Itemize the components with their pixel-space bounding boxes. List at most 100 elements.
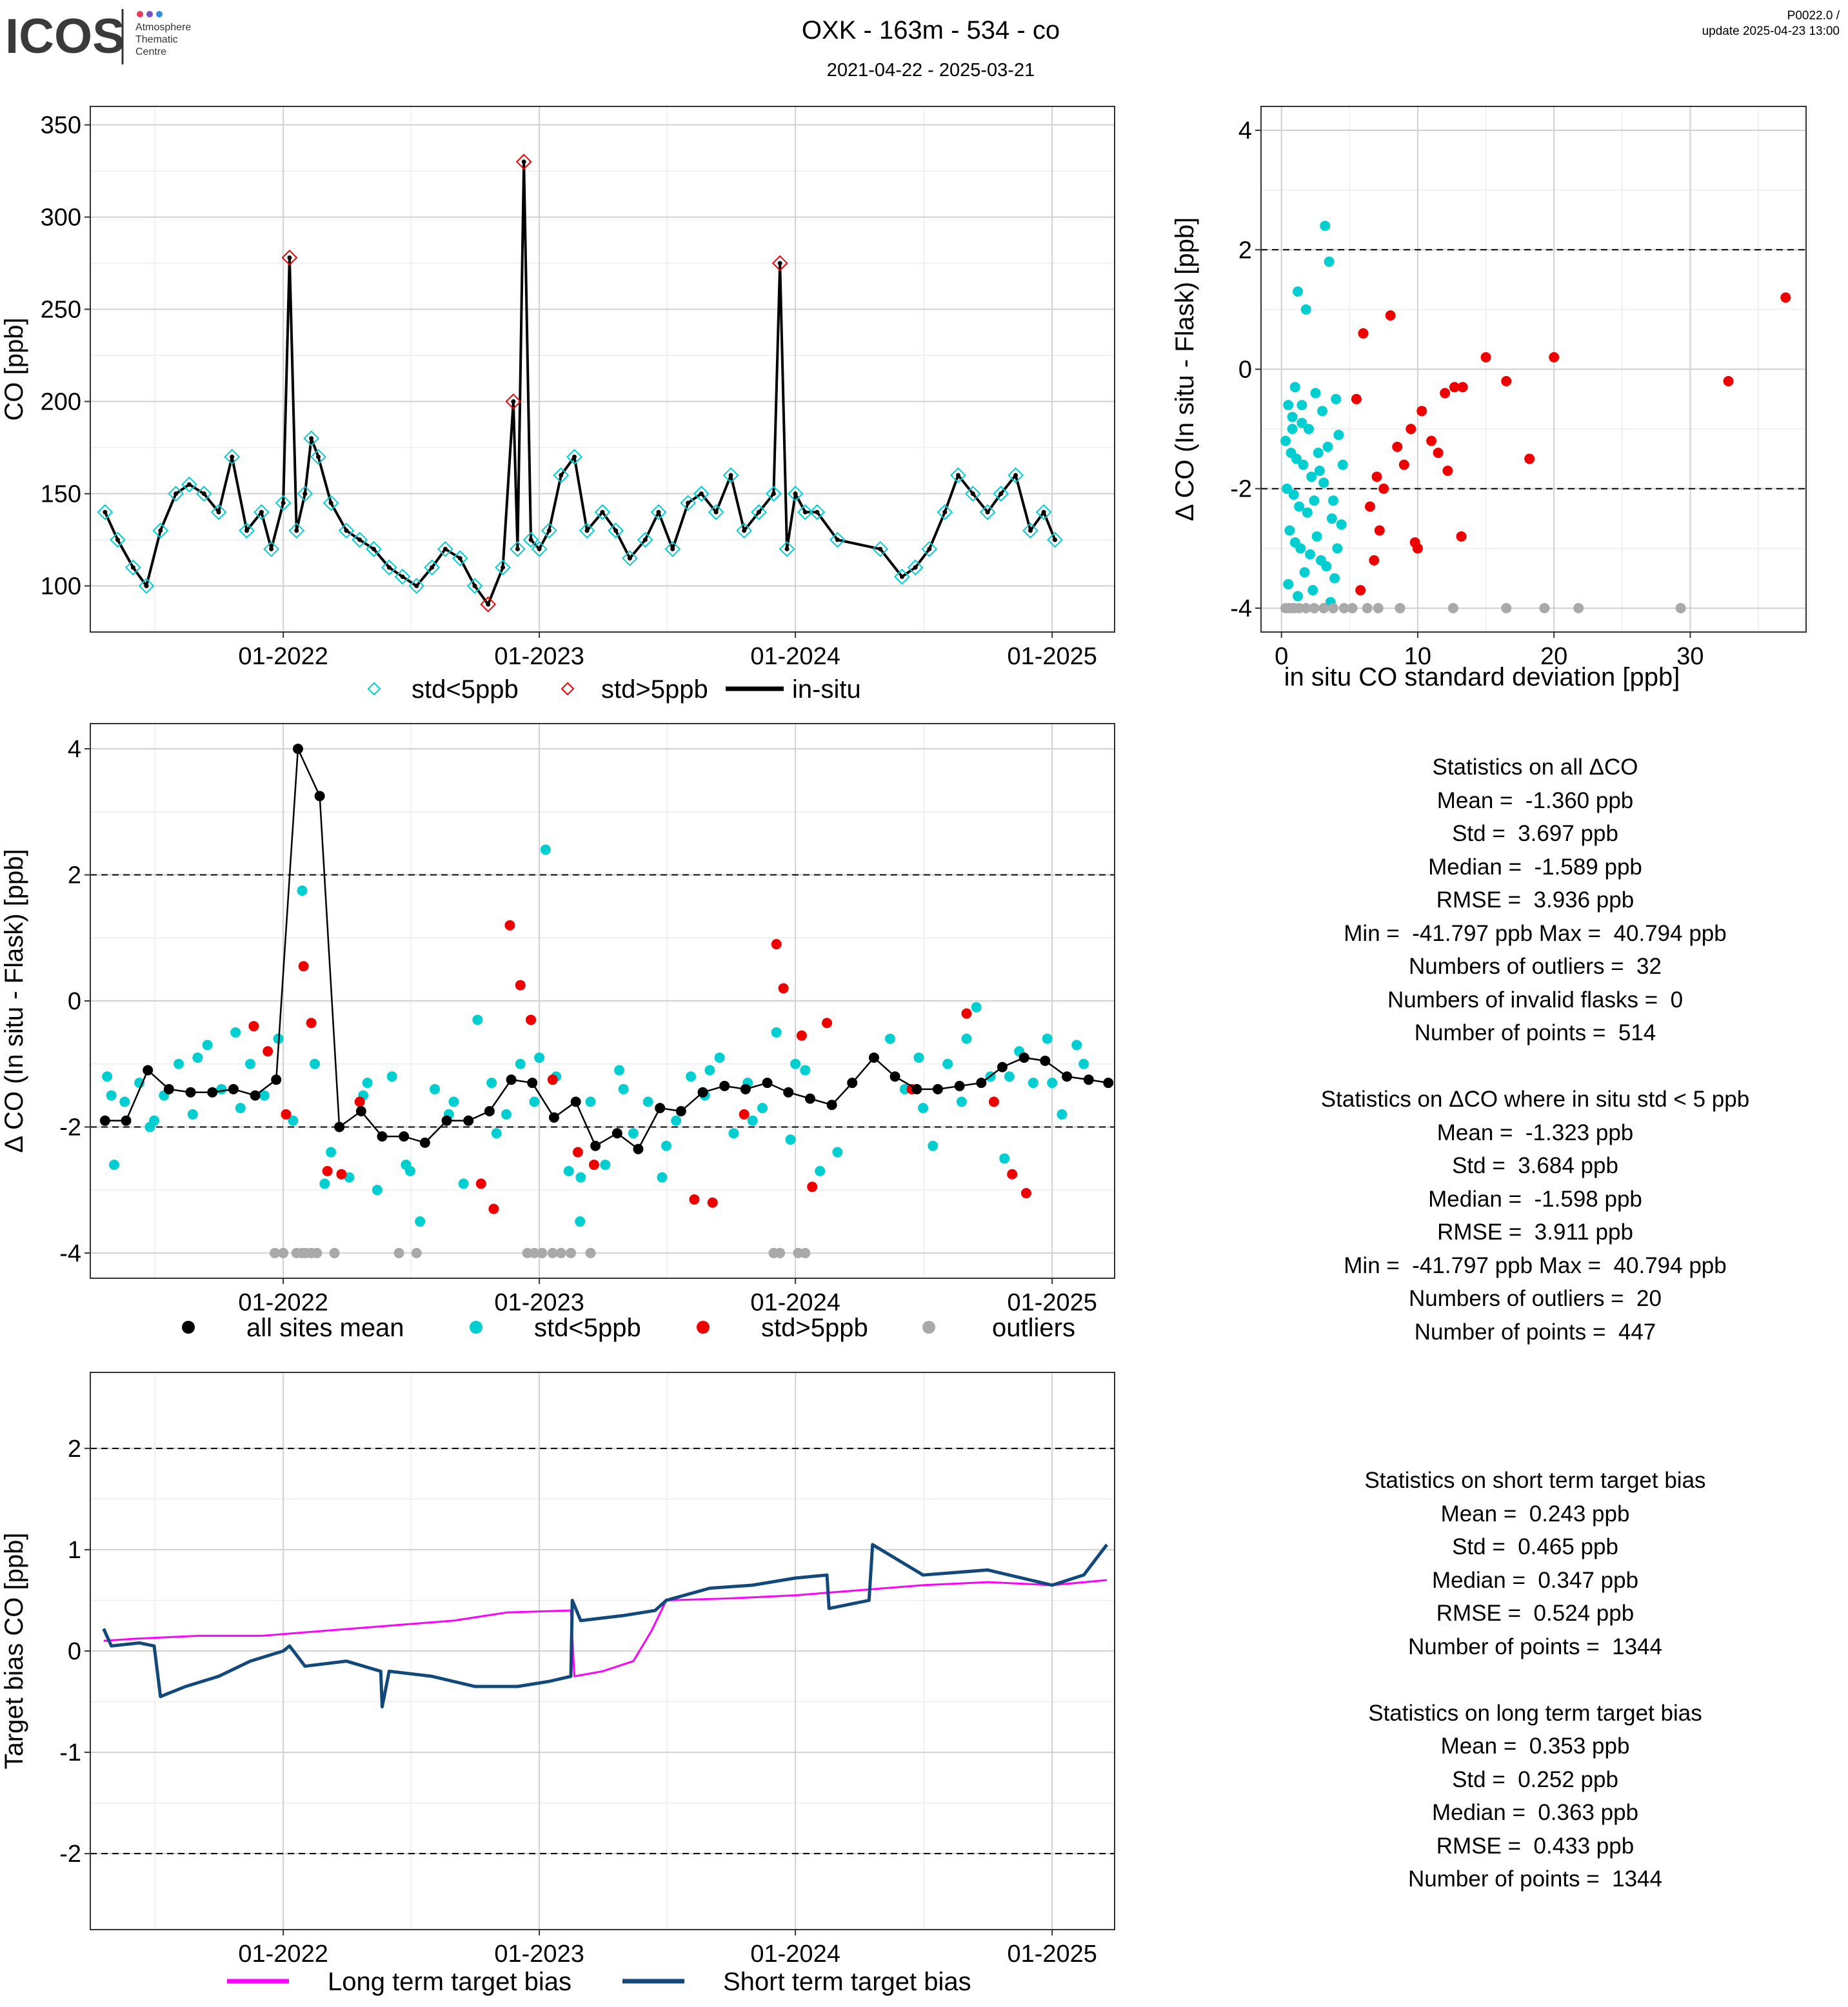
plot-border xyxy=(90,723,1115,1279)
scatter-point xyxy=(1324,256,1335,267)
scatter-point xyxy=(714,1052,725,1063)
stats-line: Mean = -1.360 ppb xyxy=(1436,787,1634,813)
scatter-point xyxy=(822,1018,833,1029)
std-scatter-panel: 0 10 20 30 -4 -2 0 2 4 Δ CO (In situ - Flask) [pp… xyxy=(1171,106,1807,691)
scatter-point xyxy=(1282,483,1293,494)
in-situ-point xyxy=(835,537,840,542)
scatter-point xyxy=(263,1046,273,1057)
stats-line: RMSE = 3.911 ppb xyxy=(1437,1220,1633,1245)
scatter-point xyxy=(1347,602,1358,613)
scatter-point xyxy=(393,1247,404,1258)
legend-key xyxy=(697,1321,710,1334)
scatter-point xyxy=(1416,406,1427,417)
x-tick-label: 01-2022 xyxy=(238,1289,328,1316)
mean-point xyxy=(1103,1078,1114,1089)
legend-label-std-gt5: std>5ppb xyxy=(601,675,708,704)
scatter-point xyxy=(322,1165,333,1176)
scatter-point xyxy=(918,1103,929,1114)
in-situ-point xyxy=(472,584,477,589)
scatter-point xyxy=(657,1172,668,1183)
in-situ-point xyxy=(927,546,932,551)
scatter-point xyxy=(956,1096,967,1107)
scatter-point xyxy=(1371,471,1382,482)
scatter-point xyxy=(1322,441,1333,452)
scatter-point xyxy=(1378,483,1389,494)
scatter-point xyxy=(1327,602,1338,613)
x-tick-label: 01-2022 xyxy=(238,643,328,670)
in-situ-point xyxy=(442,546,448,551)
logo-dot-red xyxy=(137,11,143,17)
y-tick-label: -4 xyxy=(59,1240,81,1267)
scatter-point xyxy=(1409,537,1420,548)
in-situ-point xyxy=(913,565,918,570)
in-situ-point xyxy=(201,491,206,497)
scatter-point xyxy=(771,1027,782,1038)
y-tick-label: 300 xyxy=(41,204,81,232)
x-axis-label: in situ CO standard deviation [ppb] xyxy=(1284,663,1680,691)
mean-point xyxy=(889,1071,900,1082)
y-tick-label: 2 xyxy=(68,1436,81,1463)
scatter-point xyxy=(1447,602,1458,613)
mean-point xyxy=(847,1078,858,1089)
legend-label-std-lt5: std<5ppb xyxy=(412,675,519,704)
scatter-point xyxy=(108,1160,119,1171)
diamond-std-lt5 xyxy=(907,559,924,576)
diamond-std-lt5 xyxy=(751,504,767,520)
scatter-point xyxy=(1337,459,1348,470)
diamond-std-lt5 xyxy=(779,540,795,557)
y-tick-label: 150 xyxy=(41,481,81,508)
diamond-std-lt5 xyxy=(323,495,339,511)
diamond-std-lt5 xyxy=(872,540,889,557)
in-situ-point xyxy=(757,509,762,515)
scatter-point xyxy=(1331,393,1342,404)
scatter-point xyxy=(1298,459,1309,470)
scatter-point xyxy=(1358,328,1369,339)
logo-dot-blue xyxy=(156,11,163,17)
y-tick-label: -1 xyxy=(59,1739,81,1766)
diamond-std-gt5 xyxy=(505,393,522,410)
in-situ-point xyxy=(1028,528,1033,533)
scatter-point xyxy=(547,1074,558,1085)
scatter-point xyxy=(704,1065,715,1076)
scatter-point xyxy=(298,961,309,972)
mean-point xyxy=(655,1103,666,1114)
x-tick-label: 30 xyxy=(1676,643,1704,670)
diamond-std-lt5 xyxy=(495,559,511,576)
in-situ-point xyxy=(371,546,376,551)
scatter-point xyxy=(555,1247,566,1258)
diamond-std-lt5 xyxy=(722,467,739,484)
page-title: OXK - 163m - 534 - co xyxy=(802,16,1060,44)
scatter-point xyxy=(430,1083,441,1094)
scatter-point xyxy=(529,1096,540,1107)
scatter-point xyxy=(1007,1169,1018,1180)
diamond-std-lt5 xyxy=(1035,504,1052,520)
legend-key-std-gt5 xyxy=(561,682,575,696)
in-situ-point xyxy=(115,537,120,542)
scatter-point xyxy=(216,1083,227,1094)
scatter-point xyxy=(326,1147,337,1158)
y-tick-label: 200 xyxy=(41,389,81,416)
scatter-point xyxy=(1318,477,1329,488)
stats-line: Min = -41.797 ppb Max = 40.794 ppb xyxy=(1344,920,1727,946)
y-tick-label: 0 xyxy=(1238,357,1252,384)
in-situ-point xyxy=(216,509,221,515)
page-subtitle: 2021-04-22 - 2025-03-21 xyxy=(827,60,1035,81)
in-situ-point xyxy=(158,528,163,533)
scatter-point xyxy=(1433,448,1444,459)
scatter-point xyxy=(575,1172,586,1183)
x-tick-label: 20 xyxy=(1540,643,1567,670)
scatter-point xyxy=(1549,351,1560,362)
in-situ-point xyxy=(955,473,960,478)
co-timeseries-panel: 01-2022 01-2023 01-2024 01-2025 100 150 200 250… xyxy=(0,106,1115,704)
scatter-point xyxy=(1338,602,1349,613)
scatter-point xyxy=(1020,1188,1031,1199)
scatter-point xyxy=(913,1052,924,1063)
stats-line: Median = 0.363 ppb xyxy=(1431,1800,1639,1825)
scatter-point xyxy=(1501,602,1512,613)
mean-point xyxy=(377,1131,388,1142)
scatter-point xyxy=(472,1014,483,1025)
diamond-std-lt5 xyxy=(964,486,981,502)
mean-point xyxy=(228,1083,239,1094)
in-situ-point xyxy=(400,574,405,579)
stats-line: Std = 0.465 ppb xyxy=(1452,1534,1618,1559)
